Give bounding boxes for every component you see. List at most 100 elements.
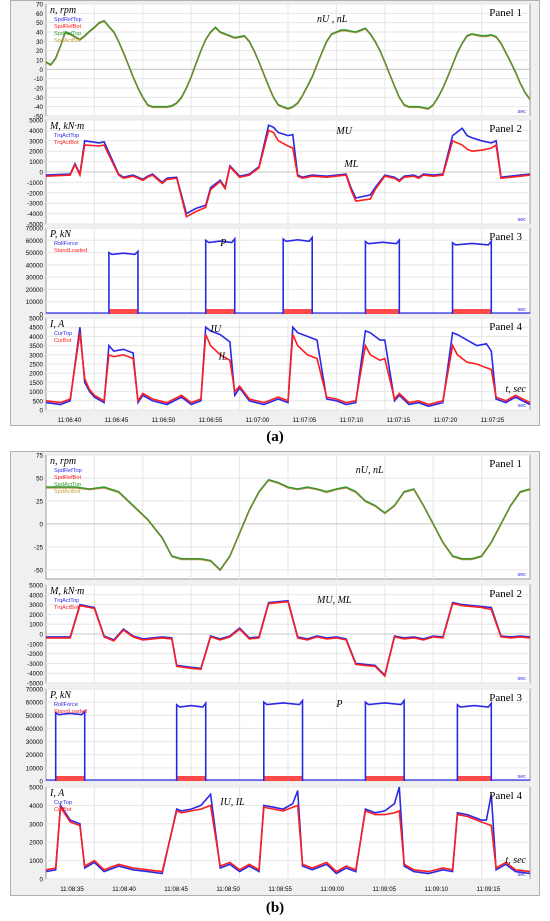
series-line (45, 325, 531, 408)
y-axis-label: M, kN·m (49, 586, 84, 597)
y-tick-label: 5000 (29, 316, 43, 323)
legend-entry: SpdActTop (54, 31, 81, 37)
y-tick-label: 1000 (29, 389, 43, 396)
time-tick-label: 11:09:10 (425, 886, 449, 893)
panel-title: Panel 4 (489, 321, 522, 333)
legend-entry: TrqActTop (54, 133, 79, 139)
y-tick-label: 5000 (29, 785, 43, 792)
legend-entry: RollForce (54, 702, 78, 708)
y-tick-label: -4000 (27, 211, 43, 218)
y-tick-label: 5000 (29, 118, 43, 125)
y-tick-label: -1000 (27, 180, 43, 187)
y-tick-label: 2000 (29, 371, 43, 378)
caption-a-text: (a) (266, 429, 284, 445)
panel-title: Panel 2 (489, 588, 522, 600)
series-line (46, 600, 531, 678)
panel-title: Panel 1 (489, 7, 522, 19)
y-tick-label: 1500 (29, 380, 43, 387)
unit-tag: sec (517, 217, 526, 223)
y-axis-label: I, A (49, 788, 65, 799)
panel-title: Panel 4 (489, 790, 522, 802)
y-tick-label: 75 (36, 453, 43, 460)
legend-entry: TrqActBot (54, 140, 79, 146)
time-tick-label: 11:08:50 (216, 886, 240, 893)
y-tick-label: 60000 (26, 700, 44, 707)
y-tick-label: -40 (34, 104, 44, 111)
y-tick-label: -2000 (27, 651, 43, 658)
unit-tag: sec (517, 872, 526, 878)
series-line (45, 332, 531, 406)
y-tick-label: 30 (36, 39, 43, 46)
unit-tag: sec (517, 403, 526, 409)
y-tick-label: -50 (34, 114, 44, 121)
y-tick-label: 0 (40, 67, 44, 74)
time-tick-label: 11:07:15 (387, 417, 411, 424)
legend-entry: SpdActBot (54, 489, 81, 495)
y-axis-label: P, kN (49, 229, 72, 240)
annotation: MU, ML (316, 595, 352, 606)
y-tick-label: -50 (34, 567, 44, 574)
legend-entry: SpdRefTop (54, 468, 82, 474)
y-tick-label: -1000 (27, 641, 43, 648)
series-line (282, 235, 314, 314)
series-line (364, 237, 401, 314)
stand-loaded-bar (205, 309, 235, 314)
time-tick-label: 11:09:15 (477, 886, 501, 893)
time-tick-label: 11:08:40 (112, 886, 136, 893)
series-line (54, 709, 86, 781)
y-tick-label: 4000 (29, 803, 43, 810)
y-tick-label: 20000 (26, 287, 44, 294)
y-tick-label: 3000 (29, 602, 43, 609)
y-tick-label: 0 (40, 779, 44, 786)
y-tick-label: 0 (40, 408, 44, 415)
time-tick-label: 11:08:55 (268, 886, 292, 893)
caption-b: (b) (0, 900, 550, 917)
stand-loaded-bar (263, 776, 303, 781)
series-line (45, 21, 531, 111)
y-tick-label: 70000 (26, 687, 44, 694)
legend-entry: CurBot (54, 338, 72, 344)
y-tick-label: 60000 (26, 238, 44, 245)
time-tick-label: 11:09:00 (320, 886, 344, 893)
stand-loaded-bar (365, 309, 400, 314)
series-line (204, 236, 236, 314)
y-tick-label: 4500 (29, 325, 43, 332)
y-axis-label: M, kN·m (49, 121, 84, 132)
y-tick-label: 10000 (26, 299, 44, 306)
y-tick-label: 70 (36, 2, 43, 9)
caption-b-text: (b) (265, 900, 285, 916)
y-tick-label: 0 (40, 877, 44, 884)
unit-tag: sec (517, 109, 526, 115)
figure-b: 75 50 25 0 -25 -50 n, rpm SpdRefTop SpdRefBot Spd… (10, 451, 540, 896)
y-tick-label: -25 (34, 544, 44, 551)
y-tick-label: 0 (40, 521, 44, 528)
series-line (263, 698, 304, 781)
time-tick-label: 11:06:45 (105, 417, 129, 424)
series-line (45, 804, 531, 873)
y-tick-label: 20000 (26, 752, 44, 759)
annotation: IU, IL (219, 797, 245, 808)
y-tick-label: 60 (36, 11, 43, 18)
caption-a: (a) (0, 429, 550, 446)
y-tick-label: -3000 (27, 661, 43, 668)
panel-title: Panel 3 (489, 231, 522, 243)
legend-entry: RollForce (54, 241, 78, 247)
annotation: nU , nL (317, 14, 348, 25)
y-tick-label: 2500 (29, 362, 43, 369)
y-tick-label: 40000 (26, 262, 44, 269)
panel-2: 5000 4000 3000 2000 1000 0 -1000 -2000 -3000 -400… (27, 118, 531, 229)
time-tick-label: 11:08:45 (164, 886, 188, 893)
y-tick-label: 0 (40, 312, 44, 319)
panel-title: Panel 3 (489, 692, 522, 704)
series-line (45, 129, 531, 218)
time-tick-label: 11:07:20 (434, 417, 458, 424)
y-tick-label: 0 (40, 632, 44, 639)
time-tick-label: 11:06:55 (199, 417, 223, 424)
y-tick-label: -30 (34, 95, 44, 102)
legend-entry: SpdActTop (54, 482, 81, 488)
legend-entry: StandLoaded (54, 248, 87, 254)
